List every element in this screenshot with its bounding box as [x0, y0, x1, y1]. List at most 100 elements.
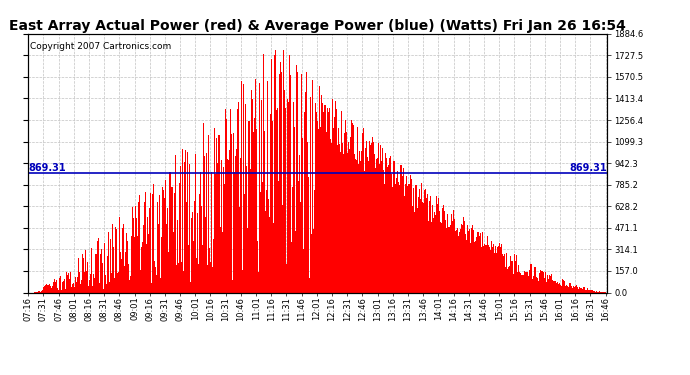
- Bar: [517, 272, 518, 292]
- Bar: [469, 229, 471, 292]
- Bar: [235, 156, 237, 292]
- Bar: [568, 287, 569, 292]
- Bar: [162, 187, 164, 292]
- Bar: [77, 278, 78, 292]
- Bar: [398, 182, 400, 292]
- Bar: [549, 275, 551, 292]
- Bar: [224, 184, 225, 292]
- Bar: [450, 225, 451, 292]
- Bar: [76, 282, 77, 292]
- Bar: [204, 156, 205, 292]
- Bar: [240, 158, 241, 292]
- Bar: [553, 281, 555, 292]
- Bar: [265, 211, 266, 292]
- Bar: [543, 272, 544, 292]
- Bar: [318, 129, 319, 292]
- Bar: [505, 267, 506, 292]
- Bar: [357, 127, 358, 292]
- Bar: [533, 276, 534, 292]
- Bar: [293, 102, 294, 292]
- Bar: [52, 286, 53, 292]
- Bar: [214, 128, 215, 292]
- Bar: [275, 50, 276, 292]
- Bar: [448, 227, 449, 292]
- Bar: [532, 279, 533, 292]
- Bar: [408, 184, 410, 292]
- Bar: [233, 133, 235, 292]
- Bar: [291, 242, 292, 292]
- Bar: [112, 247, 114, 292]
- Bar: [488, 245, 489, 292]
- Bar: [297, 72, 298, 292]
- Bar: [371, 143, 372, 292]
- Bar: [303, 249, 304, 292]
- Bar: [200, 171, 201, 292]
- Bar: [69, 279, 70, 292]
- Bar: [531, 264, 532, 292]
- Bar: [566, 286, 568, 292]
- Bar: [226, 119, 227, 292]
- Bar: [72, 284, 73, 292]
- Bar: [558, 284, 559, 292]
- Bar: [177, 263, 179, 292]
- Bar: [572, 288, 573, 292]
- Bar: [395, 184, 397, 292]
- Bar: [229, 150, 230, 292]
- Bar: [146, 244, 147, 292]
- Bar: [216, 138, 217, 292]
- Bar: [530, 264, 531, 292]
- Bar: [462, 225, 463, 292]
- Bar: [90, 274, 92, 292]
- Bar: [415, 185, 417, 292]
- Bar: [212, 267, 213, 292]
- Bar: [521, 275, 522, 292]
- Bar: [270, 59, 272, 292]
- Bar: [190, 218, 192, 292]
- Bar: [419, 189, 420, 292]
- Bar: [157, 202, 158, 292]
- Bar: [131, 236, 132, 292]
- Bar: [583, 287, 584, 292]
- Bar: [302, 138, 303, 292]
- Bar: [92, 286, 93, 292]
- Bar: [93, 274, 95, 292]
- Bar: [153, 184, 155, 292]
- Bar: [282, 206, 283, 292]
- Bar: [108, 282, 110, 292]
- Bar: [341, 111, 342, 292]
- Bar: [128, 264, 129, 292]
- Bar: [429, 201, 430, 292]
- Bar: [63, 281, 64, 292]
- Bar: [367, 157, 368, 292]
- Bar: [185, 150, 186, 292]
- Bar: [569, 282, 570, 292]
- Bar: [467, 225, 469, 292]
- Bar: [57, 288, 58, 292]
- Bar: [454, 219, 455, 292]
- Bar: [445, 220, 446, 292]
- Bar: [480, 247, 482, 292]
- Bar: [42, 290, 43, 292]
- Bar: [345, 120, 346, 292]
- Bar: [208, 135, 209, 292]
- Bar: [588, 290, 589, 292]
- Bar: [591, 290, 592, 292]
- Bar: [544, 278, 545, 292]
- Bar: [475, 241, 477, 292]
- Bar: [559, 283, 560, 292]
- Bar: [400, 165, 402, 292]
- Bar: [186, 202, 187, 292]
- Bar: [104, 243, 105, 292]
- Bar: [364, 171, 365, 292]
- Bar: [335, 109, 337, 292]
- Bar: [433, 218, 434, 292]
- Bar: [514, 254, 515, 292]
- Bar: [359, 150, 360, 292]
- Bar: [86, 271, 88, 292]
- Bar: [339, 152, 341, 292]
- Bar: [58, 290, 59, 292]
- Bar: [290, 75, 291, 292]
- Bar: [209, 248, 210, 292]
- Bar: [123, 224, 124, 292]
- Bar: [491, 241, 492, 292]
